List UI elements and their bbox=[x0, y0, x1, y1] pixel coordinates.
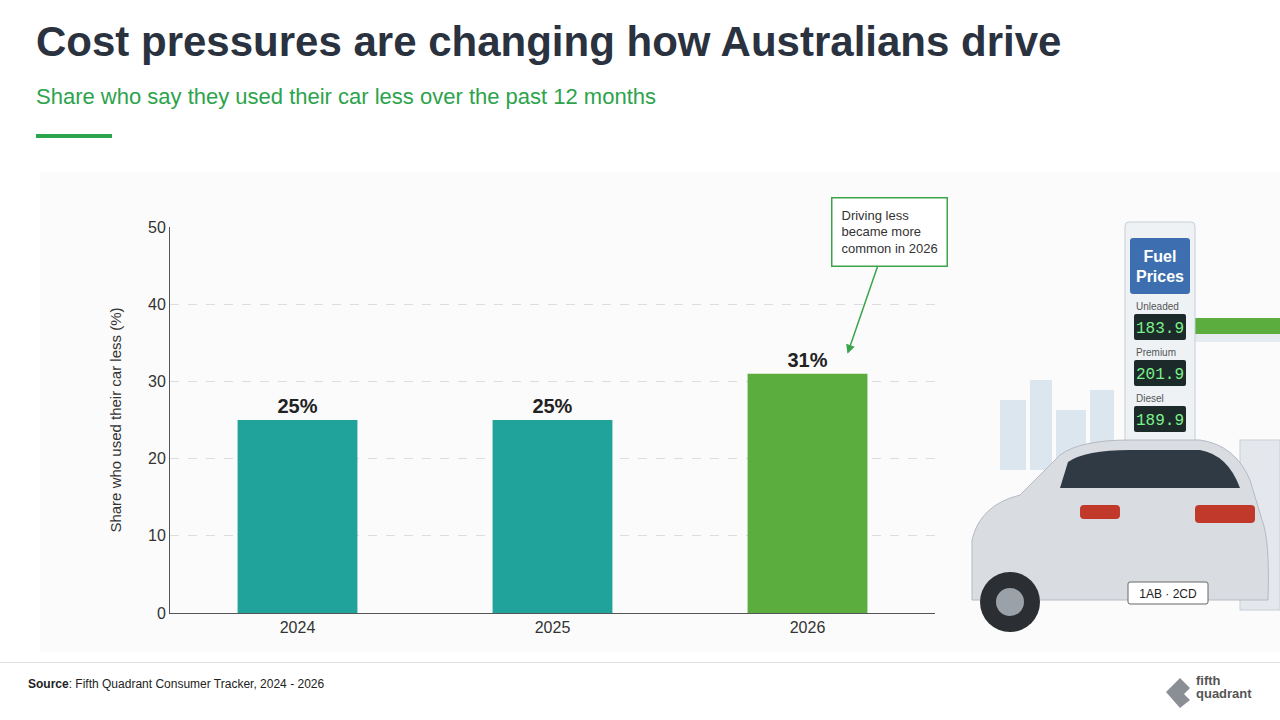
svg-text:2024: 2024 bbox=[280, 619, 316, 636]
svg-text:30: 30 bbox=[148, 373, 166, 390]
html-text:fifth: fifth bbox=[1196, 673, 1221, 688]
svg-text:Diesel: Diesel bbox=[1136, 393, 1164, 404]
svg-text:Premium: Premium bbox=[1136, 347, 1176, 358]
html-text:Share who say they used their: Share who say they used their car less o… bbox=[36, 84, 656, 109]
svg-text:Driving lessbecame morecommon: Driving lessbecame morecommon in 2026 bbox=[842, 208, 938, 257]
svg-text:183.9: 183.9 bbox=[1136, 320, 1184, 338]
html-text:Cost pressures are changing ho: Cost pressures are changing how Australi… bbox=[36, 18, 1062, 65]
svg-text:40: 40 bbox=[148, 296, 166, 313]
svg-text:Fuel: Fuel bbox=[1144, 248, 1177, 265]
svg-text:25%: 25% bbox=[532, 395, 572, 417]
svg-text:0: 0 bbox=[157, 605, 166, 622]
svg-text:2025: 2025 bbox=[535, 619, 571, 636]
svg-text:2026: 2026 bbox=[790, 619, 826, 636]
svg-text:31%: 31% bbox=[787, 349, 827, 371]
svg-text:20: 20 bbox=[148, 450, 166, 467]
svg-text:201.9: 201.9 bbox=[1136, 366, 1184, 384]
svg-text:Share who used their car less: Share who used their car less (%) bbox=[107, 307, 124, 532]
svg-text:Prices: Prices bbox=[1136, 268, 1184, 285]
svg-text:Unleaded: Unleaded bbox=[1136, 301, 1179, 312]
svg-text:10: 10 bbox=[148, 527, 166, 544]
html-text:Source: Fifth Quadrant Consume: Source: Fifth Quadrant Consumer Tracker,… bbox=[28, 677, 325, 691]
html-text:quadrant: quadrant bbox=[1196, 686, 1252, 701]
svg-text:1AB · 2CD: 1AB · 2CD bbox=[1139, 587, 1197, 601]
svg-text:25%: 25% bbox=[277, 395, 317, 417]
svg-text:50: 50 bbox=[148, 219, 166, 236]
svg-text:189.9: 189.9 bbox=[1136, 412, 1184, 430]
